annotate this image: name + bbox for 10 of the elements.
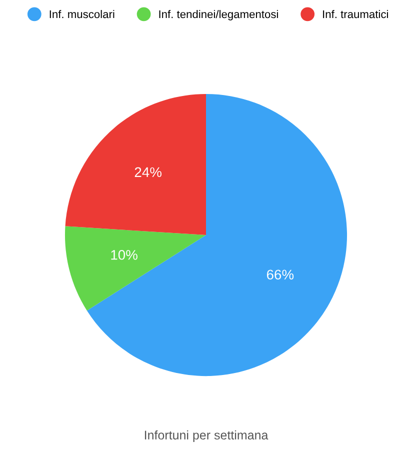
pie-slice: [65, 94, 206, 236]
data-label: 66%: [266, 270, 294, 280]
data-label: 10%: [111, 250, 138, 260]
pie-slice: [86, 94, 348, 376]
legend-label: Inf. tendinei/legamentosi: [159, 10, 278, 20]
text: Infortuni per settimana: [144, 430, 268, 442]
pie-slice: [64, 226, 206, 311]
data-label: 24%: [134, 167, 162, 178]
legend-label: Inf. traumatici: [323, 10, 388, 18]
legend-label: Inf. muscolari: [50, 10, 114, 18]
